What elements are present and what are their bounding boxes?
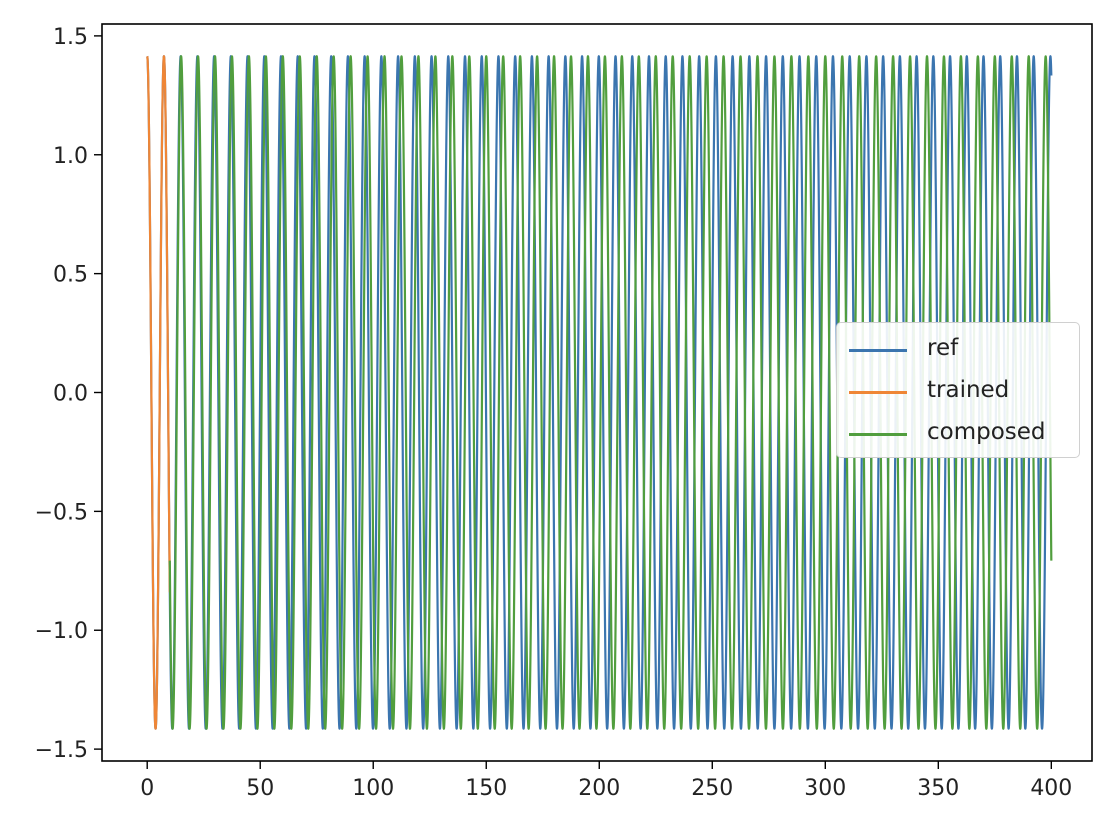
y-tick-label: 0.5 bbox=[53, 263, 88, 288]
legend-entry-ref: ref bbox=[837, 333, 1081, 367]
legend-label-ref: ref bbox=[927, 335, 959, 361]
y-tick-label: −1.0 bbox=[35, 619, 88, 644]
legend: ref trained composed bbox=[836, 322, 1080, 458]
series-line-ref bbox=[146, 55, 1053, 730]
y-tick-label: −1.5 bbox=[35, 738, 88, 763]
x-tick-label: 200 bbox=[578, 776, 620, 801]
x-tick-label: 300 bbox=[804, 776, 846, 801]
x-axis: 0 50 100 150 200 250 300 350 400 bbox=[140, 761, 1072, 801]
legend-swatch-ref bbox=[849, 349, 907, 352]
y-axis: 1.5 1.0 0.5 0.0 −0.5 −1.0 −1.5 bbox=[35, 25, 102, 763]
legend-entry-trained: trained bbox=[837, 375, 1081, 409]
x-tick-label: 350 bbox=[917, 776, 959, 801]
series-line-trained bbox=[146, 55, 171, 730]
y-tick-label: 1.0 bbox=[53, 144, 88, 169]
series-line-composed bbox=[168, 55, 1053, 730]
series-layer bbox=[146, 55, 1053, 730]
x-tick-label: 50 bbox=[246, 776, 274, 801]
y-tick-label: 1.5 bbox=[53, 25, 88, 50]
y-tick-label: −0.5 bbox=[35, 500, 88, 525]
x-tick-label: 400 bbox=[1030, 776, 1072, 801]
legend-swatch-composed bbox=[849, 433, 907, 436]
x-tick-label: 100 bbox=[352, 776, 394, 801]
legend-label-composed: composed bbox=[927, 419, 1046, 445]
x-tick-label: 150 bbox=[465, 776, 507, 801]
legend-entry-composed: composed bbox=[837, 417, 1081, 451]
x-tick-label: 250 bbox=[691, 776, 733, 801]
legend-swatch-trained bbox=[849, 391, 907, 394]
legend-label-trained: trained bbox=[927, 377, 1010, 403]
y-tick-label: 0.0 bbox=[53, 382, 88, 407]
x-tick-label: 0 bbox=[140, 776, 154, 801]
